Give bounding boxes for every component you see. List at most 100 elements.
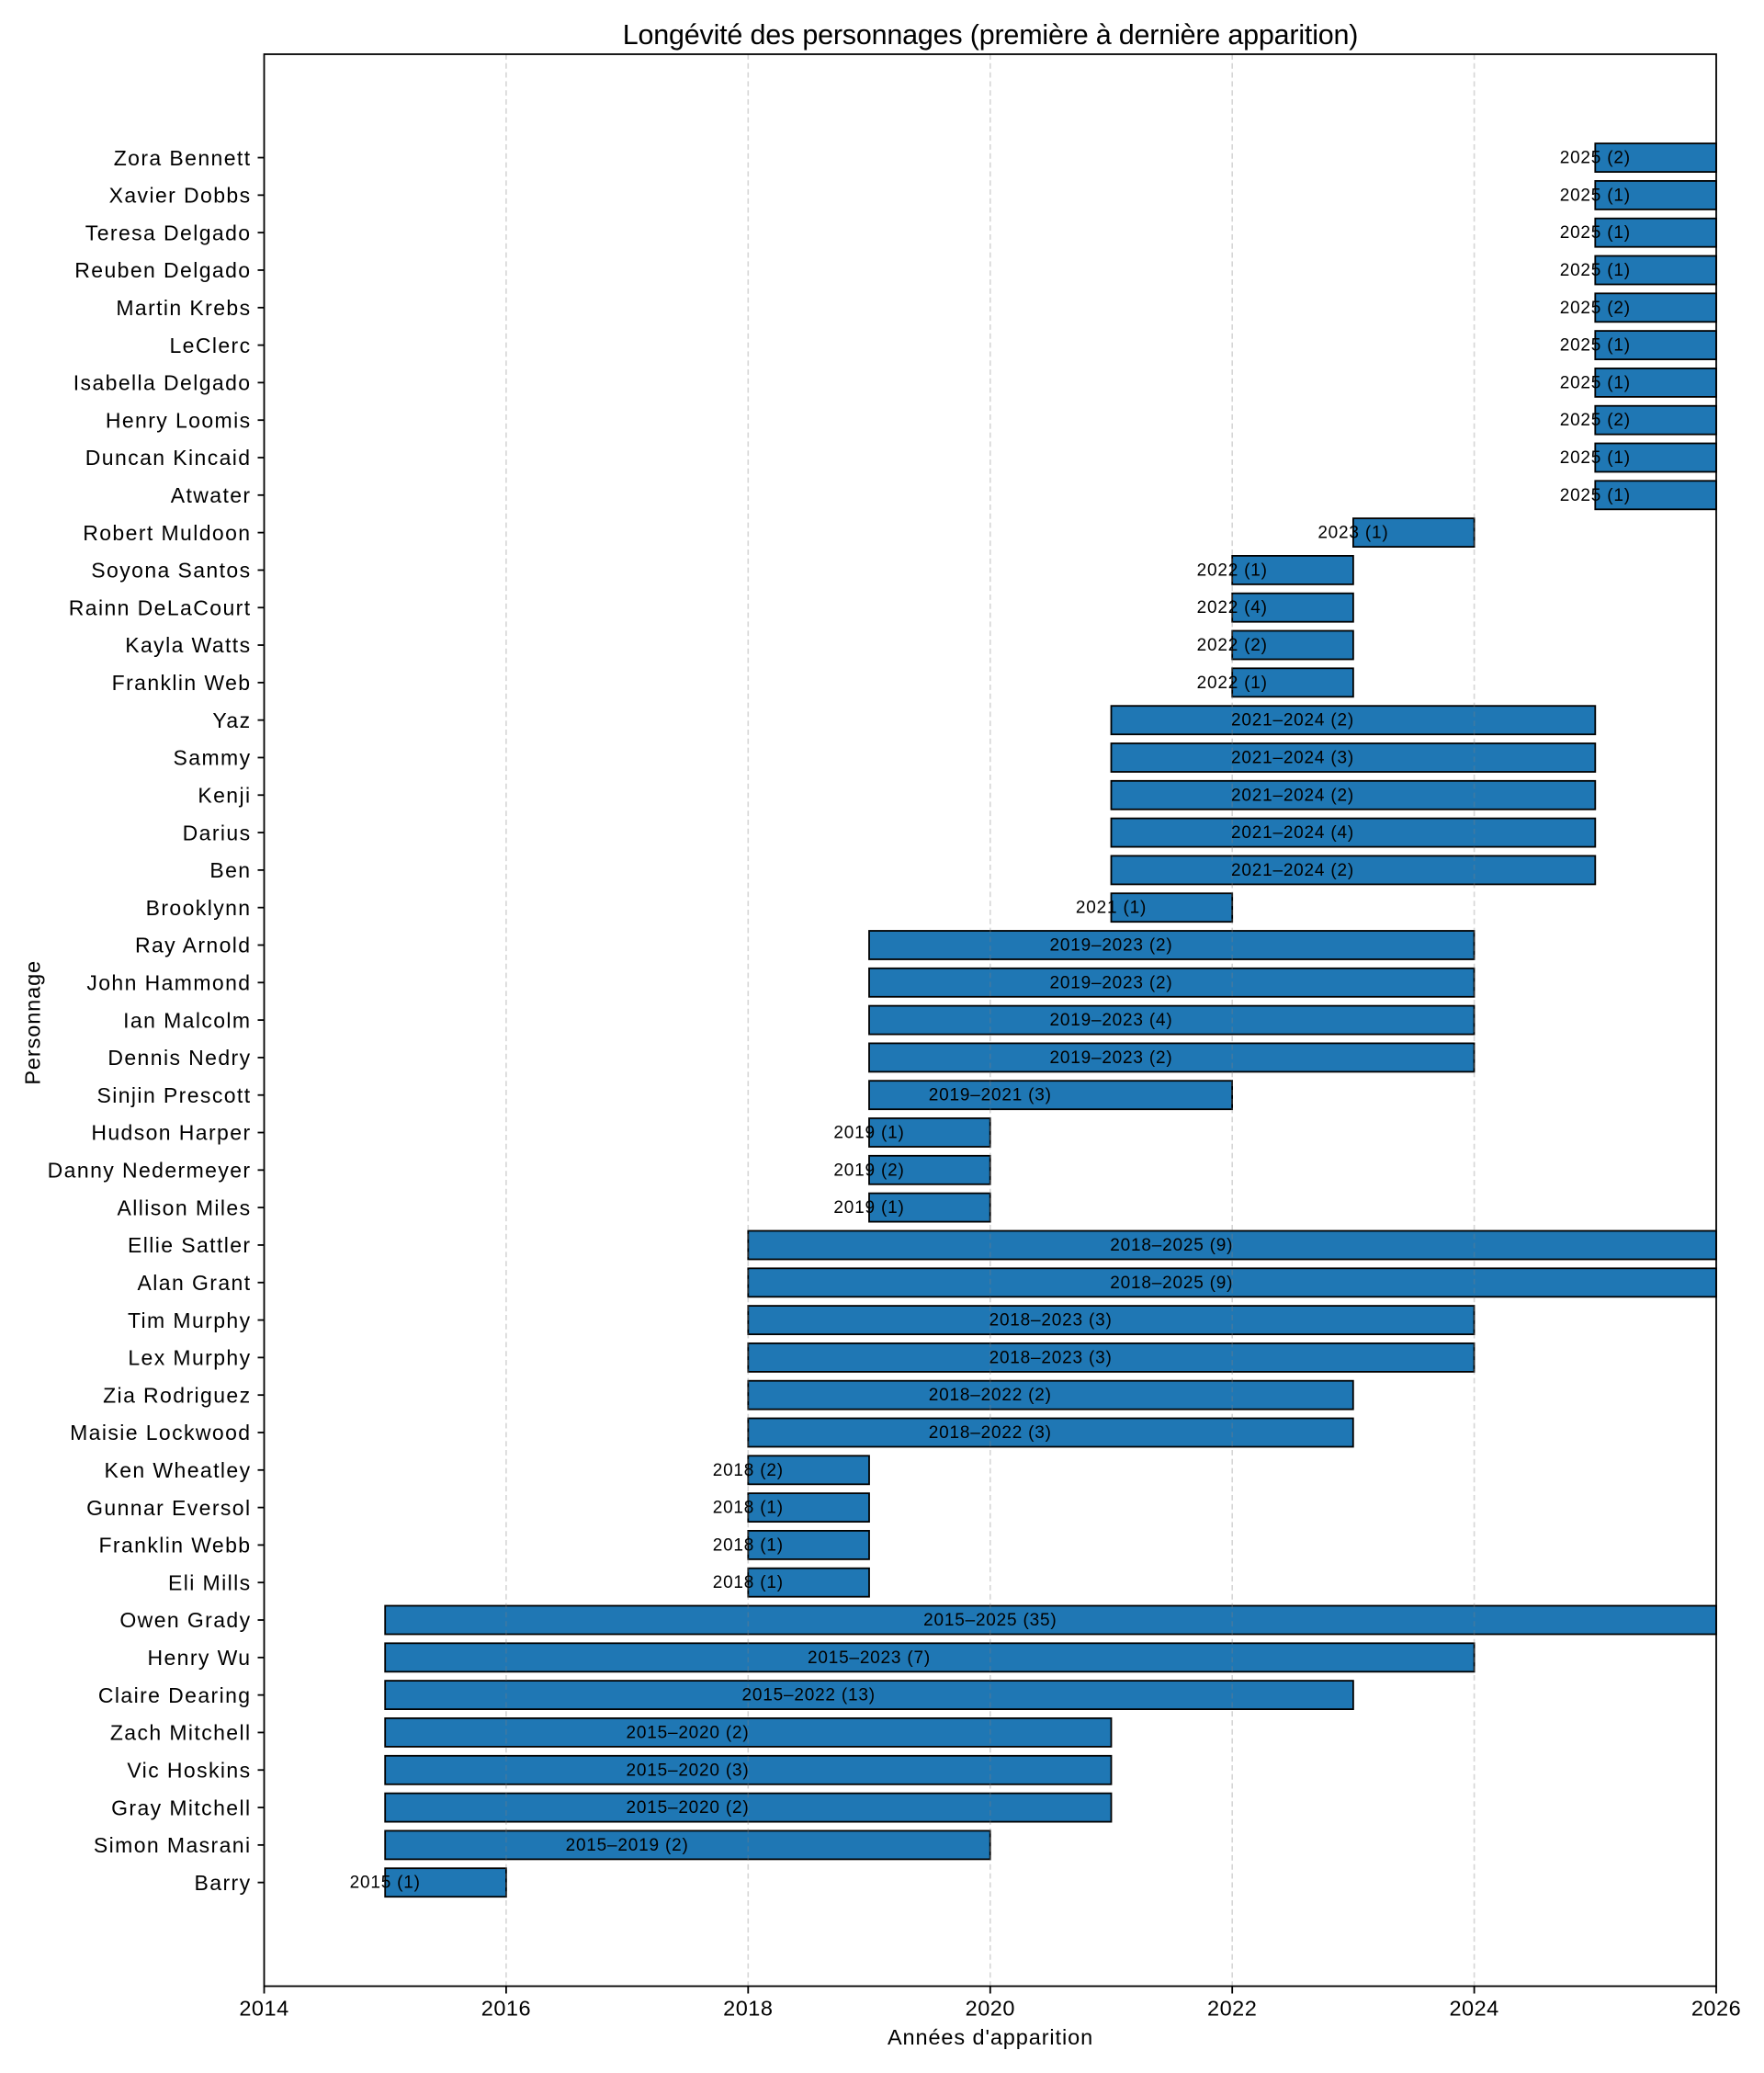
svg-text:2025 (2): 2025 (2) bbox=[1560, 411, 1631, 430]
svg-text:Danny Nedermeyer: Danny Nedermeyer bbox=[48, 1159, 252, 1183]
svg-text:2021–2024 (2): 2021–2024 (2) bbox=[1231, 711, 1354, 731]
svg-text:Yaz: Yaz bbox=[212, 708, 251, 732]
svg-text:2019–2023 (2): 2019–2023 (2) bbox=[1049, 936, 1172, 956]
svg-text:2018–2023 (3): 2018–2023 (3) bbox=[989, 1311, 1113, 1331]
svg-text:2021 (1): 2021 (1) bbox=[1076, 899, 1147, 918]
svg-text:2015–2023 (7): 2015–2023 (7) bbox=[808, 1648, 931, 1668]
svg-text:2020: 2020 bbox=[966, 1997, 1015, 2021]
svg-text:2019–2023 (2): 2019–2023 (2) bbox=[1049, 1048, 1172, 1068]
svg-text:2019–2021 (3): 2019–2021 (3) bbox=[929, 1086, 1052, 1105]
svg-text:Henry Wu: Henry Wu bbox=[147, 1646, 251, 1670]
svg-text:Alan Grant: Alan Grant bbox=[138, 1271, 252, 1295]
svg-text:Vic Hoskins: Vic Hoskins bbox=[127, 1759, 251, 1783]
svg-text:Personnage: Personnage bbox=[21, 960, 45, 1085]
svg-text:Gray Mitchell: Gray Mitchell bbox=[111, 1795, 251, 1819]
svg-text:2015–2022 (13): 2015–2022 (13) bbox=[742, 1686, 876, 1705]
svg-text:Soyona Santos: Soyona Santos bbox=[91, 559, 251, 583]
svg-text:2018–2023 (3): 2018–2023 (3) bbox=[989, 1348, 1113, 1367]
svg-text:2025 (1): 2025 (1) bbox=[1560, 336, 1631, 356]
svg-text:Claire Dearing: Claire Dearing bbox=[98, 1683, 252, 1707]
svg-text:Henry Loomis: Henry Loomis bbox=[106, 408, 252, 432]
svg-text:Kenji: Kenji bbox=[198, 784, 251, 808]
svg-text:Rainn DeLaCourt: Rainn DeLaCourt bbox=[69, 595, 252, 619]
svg-text:Brooklynn: Brooklynn bbox=[146, 896, 252, 920]
svg-text:Robert Muldoon: Robert Muldoon bbox=[83, 521, 251, 545]
svg-text:2023 (1): 2023 (1) bbox=[1317, 524, 1388, 543]
svg-text:Zach Mitchell: Zach Mitchell bbox=[110, 1721, 252, 1745]
svg-text:Dennis Nedry: Dennis Nedry bbox=[107, 1046, 251, 1070]
svg-text:Maisie Lockwood: Maisie Lockwood bbox=[70, 1421, 251, 1444]
svg-text:2014: 2014 bbox=[239, 1997, 288, 2021]
svg-text:Ray Arnold: Ray Arnold bbox=[135, 934, 252, 957]
svg-text:Hudson Harper: Hudson Harper bbox=[91, 1121, 251, 1145]
svg-text:Allison Miles: Allison Miles bbox=[117, 1195, 251, 1219]
svg-text:Eli Mills: Eli Mills bbox=[168, 1570, 252, 1594]
svg-text:Isabella Delgado: Isabella Delgado bbox=[74, 371, 252, 395]
svg-text:Reuben Delgado: Reuben Delgado bbox=[74, 258, 251, 282]
svg-text:2024: 2024 bbox=[1449, 1997, 1498, 2021]
svg-text:2018 (1): 2018 (1) bbox=[713, 1499, 784, 1518]
svg-text:Barry: Barry bbox=[195, 1871, 252, 1895]
svg-text:2022 (1): 2022 (1) bbox=[1197, 674, 1268, 693]
svg-text:Ian Malcolm: Ian Malcolm bbox=[123, 1008, 251, 1032]
svg-text:2018–2022 (3): 2018–2022 (3) bbox=[929, 1423, 1052, 1443]
svg-text:2018: 2018 bbox=[723, 1997, 773, 2021]
svg-text:2022 (4): 2022 (4) bbox=[1197, 598, 1268, 617]
svg-text:Zia Rodriguez: Zia Rodriguez bbox=[103, 1383, 251, 1407]
svg-text:2025 (2): 2025 (2) bbox=[1560, 149, 1631, 168]
svg-text:2025 (1): 2025 (1) bbox=[1560, 186, 1631, 205]
svg-text:2025 (1): 2025 (1) bbox=[1560, 223, 1631, 243]
svg-text:2019 (1): 2019 (1) bbox=[833, 1124, 904, 1143]
svg-text:2019 (2): 2019 (2) bbox=[833, 1161, 904, 1180]
svg-text:Ben: Ben bbox=[209, 858, 251, 882]
svg-text:Années d'apparition: Années d'apparition bbox=[888, 2025, 1093, 2049]
svg-text:2025 (1): 2025 (1) bbox=[1560, 261, 1631, 280]
svg-text:Lex Murphy: Lex Murphy bbox=[128, 1346, 251, 1370]
svg-text:2022 (2): 2022 (2) bbox=[1197, 636, 1268, 655]
svg-text:Duncan Kincaid: Duncan Kincaid bbox=[85, 446, 252, 470]
svg-text:2016: 2016 bbox=[481, 1997, 531, 2021]
svg-text:LeClerc: LeClerc bbox=[169, 334, 251, 357]
svg-text:2018 (1): 2018 (1) bbox=[713, 1573, 784, 1592]
svg-text:2022: 2022 bbox=[1207, 1997, 1257, 2021]
svg-text:2022 (1): 2022 (1) bbox=[1197, 561, 1268, 580]
svg-text:Franklin Webb: Franklin Webb bbox=[98, 1534, 251, 1558]
svg-text:Owen Grady: Owen Grady bbox=[119, 1608, 251, 1632]
svg-text:2025 (2): 2025 (2) bbox=[1560, 299, 1631, 318]
svg-text:2019–2023 (4): 2019–2023 (4) bbox=[1049, 1011, 1172, 1030]
svg-text:Gunnar Eversol: Gunnar Eversol bbox=[86, 1496, 251, 1520]
svg-text:2018–2025 (9): 2018–2025 (9) bbox=[1110, 1274, 1233, 1293]
svg-text:2025 (1): 2025 (1) bbox=[1560, 373, 1631, 392]
svg-text:2015–2020 (2): 2015–2020 (2) bbox=[626, 1798, 749, 1818]
svg-text:2018–2025 (9): 2018–2025 (9) bbox=[1110, 1236, 1233, 1255]
svg-text:Sinjin Prescott: Sinjin Prescott bbox=[96, 1083, 251, 1107]
svg-text:2015 (1): 2015 (1) bbox=[350, 1874, 421, 1893]
svg-text:2015–2019 (2): 2015–2019 (2) bbox=[566, 1836, 689, 1855]
svg-text:2025 (1): 2025 (1) bbox=[1560, 448, 1631, 468]
svg-text:2025 (1): 2025 (1) bbox=[1560, 486, 1631, 505]
svg-text:2015–2020 (2): 2015–2020 (2) bbox=[626, 1723, 749, 1742]
svg-text:2021–2024 (3): 2021–2024 (3) bbox=[1231, 749, 1354, 768]
svg-text:Sammy: Sammy bbox=[174, 746, 252, 770]
svg-text:2026: 2026 bbox=[1691, 1997, 1741, 2021]
svg-text:2019 (1): 2019 (1) bbox=[833, 1198, 904, 1218]
svg-text:2021–2024 (2): 2021–2024 (2) bbox=[1231, 786, 1354, 805]
svg-text:2018–2022 (2): 2018–2022 (2) bbox=[929, 1386, 1052, 1405]
svg-text:Zora Bennett: Zora Bennett bbox=[114, 146, 252, 170]
svg-text:2018 (2): 2018 (2) bbox=[713, 1461, 784, 1480]
svg-text:2019–2023 (2): 2019–2023 (2) bbox=[1049, 973, 1172, 992]
svg-text:Simon Masrani: Simon Masrani bbox=[94, 1833, 252, 1857]
svg-text:Ken Wheatley: Ken Wheatley bbox=[105, 1458, 252, 1482]
svg-text:2015–2025 (35): 2015–2025 (35) bbox=[923, 1611, 1057, 1630]
svg-text:2018 (1): 2018 (1) bbox=[713, 1535, 784, 1555]
svg-text:Franklin Web: Franklin Web bbox=[112, 671, 252, 695]
svg-text:Xavier Dobbs: Xavier Dobbs bbox=[109, 184, 252, 208]
svg-text:Darius: Darius bbox=[183, 821, 252, 844]
svg-text:Ellie Sattler: Ellie Sattler bbox=[128, 1233, 252, 1257]
svg-text:Kayla Watts: Kayla Watts bbox=[125, 633, 251, 657]
svg-text:Martin Krebs: Martin Krebs bbox=[116, 296, 251, 320]
svg-text:Teresa Delgado: Teresa Delgado bbox=[85, 221, 252, 244]
svg-text:John Hammond: John Hammond bbox=[86, 971, 251, 995]
svg-text:Longévité des personnages (pre: Longévité des personnages (première à de… bbox=[623, 19, 1359, 51]
svg-text:2015–2020 (3): 2015–2020 (3) bbox=[626, 1761, 749, 1780]
